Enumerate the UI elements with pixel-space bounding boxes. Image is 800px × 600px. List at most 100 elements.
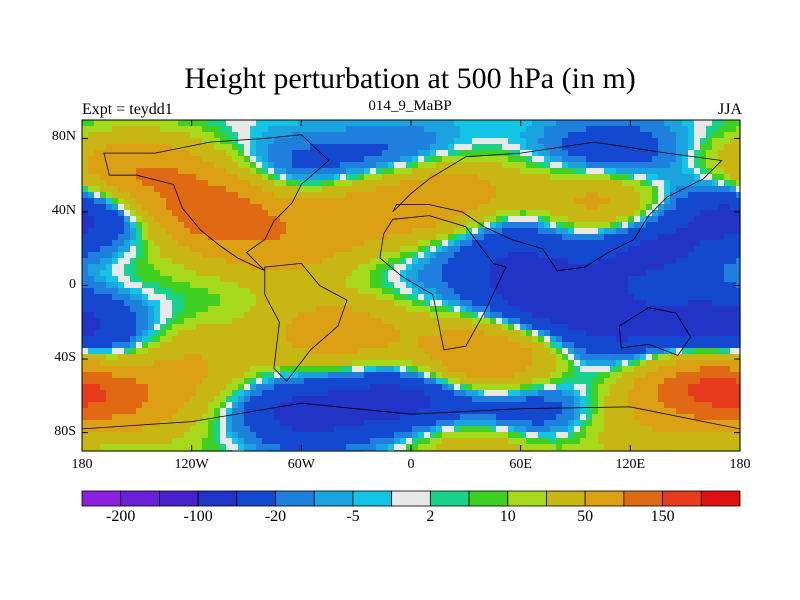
field-cell (466, 366, 473, 373)
field-cell (706, 198, 713, 205)
field-cell (532, 228, 539, 235)
field-cell (370, 180, 377, 187)
field-cell (712, 288, 719, 295)
field-cell (388, 282, 395, 289)
field-cell (484, 294, 491, 301)
field-cell (634, 294, 641, 301)
field-cell (244, 210, 251, 217)
field-cell (370, 192, 377, 199)
field-cell (514, 210, 521, 217)
field-cell (364, 192, 371, 199)
field-cell (706, 192, 713, 199)
field-cell (130, 240, 137, 247)
field-cell (430, 162, 437, 169)
field-cell (676, 222, 683, 229)
field-cell (106, 162, 113, 169)
field-cell (586, 288, 593, 295)
field-cell (304, 132, 311, 139)
field-cell (520, 210, 527, 217)
field-cell (406, 174, 413, 181)
field-cell (592, 366, 599, 373)
field-cell (496, 186, 503, 193)
field-cell (694, 168, 701, 175)
field-cell (346, 360, 353, 367)
field-cell (208, 252, 215, 259)
field-cell (730, 150, 737, 157)
field-cell (136, 348, 143, 355)
field-cell (556, 150, 563, 157)
field-cell (454, 156, 461, 163)
field-cell (676, 318, 683, 325)
field-cell (184, 324, 191, 331)
field-cell (472, 336, 479, 343)
field-cell (520, 222, 527, 229)
field-cell (580, 186, 587, 193)
field-cell (364, 156, 371, 163)
field-cell (154, 150, 161, 157)
field-cell (202, 252, 209, 259)
field-cell (172, 258, 179, 265)
field-cell (388, 144, 395, 151)
field-cell (406, 240, 413, 247)
field-cell (100, 144, 107, 151)
field-cell (448, 306, 455, 313)
field-cell (628, 126, 635, 133)
field-cell (640, 366, 647, 373)
field-cell (712, 372, 719, 379)
field-cell (556, 186, 563, 193)
field-cell (232, 132, 239, 139)
field-cell (364, 258, 371, 265)
field-cell (496, 270, 503, 277)
field-cell (190, 276, 197, 283)
field-cell (574, 282, 581, 289)
field-cell (316, 174, 323, 181)
field-cell (562, 156, 569, 163)
field-cell (634, 264, 641, 271)
field-cell (304, 240, 311, 247)
field-cell (568, 144, 575, 151)
field-cell (658, 342, 665, 349)
field-cell (370, 276, 377, 283)
field-cell (154, 306, 161, 313)
field-cell (202, 222, 209, 229)
field-cell (94, 366, 101, 373)
field-cell (664, 156, 671, 163)
field-cell (466, 210, 473, 217)
field-cell (640, 204, 647, 211)
field-cell (112, 126, 119, 133)
field-cell (430, 378, 437, 385)
field-cell (718, 138, 725, 145)
field-cell (466, 216, 473, 223)
field-cell (304, 276, 311, 283)
field-cell (604, 234, 611, 241)
field-cell (262, 246, 269, 253)
field-cell (664, 324, 671, 331)
field-cell (400, 234, 407, 241)
field-cell (190, 222, 197, 229)
field-cell (88, 354, 95, 361)
field-cell (736, 174, 741, 181)
field-cell (82, 348, 89, 355)
field-cell (100, 282, 107, 289)
field-cell (268, 204, 275, 211)
field-cell (568, 330, 575, 337)
field-cell (190, 384, 197, 391)
field-cell (388, 318, 395, 325)
field-cell (610, 288, 617, 295)
field-cell (562, 294, 569, 301)
field-cell (226, 264, 233, 271)
field-cell (730, 162, 737, 169)
field-cell (502, 330, 509, 337)
field-cell (454, 288, 461, 295)
field-cell (388, 384, 395, 391)
field-cell (250, 318, 257, 325)
field-cell (202, 288, 209, 295)
field-cell (190, 294, 197, 301)
field-cell (382, 234, 389, 241)
field-cell (238, 162, 245, 169)
field-cell (334, 360, 341, 367)
field-cell (250, 216, 257, 223)
field-cell (646, 234, 653, 241)
field-cell (646, 186, 653, 193)
field-cell (682, 204, 689, 211)
